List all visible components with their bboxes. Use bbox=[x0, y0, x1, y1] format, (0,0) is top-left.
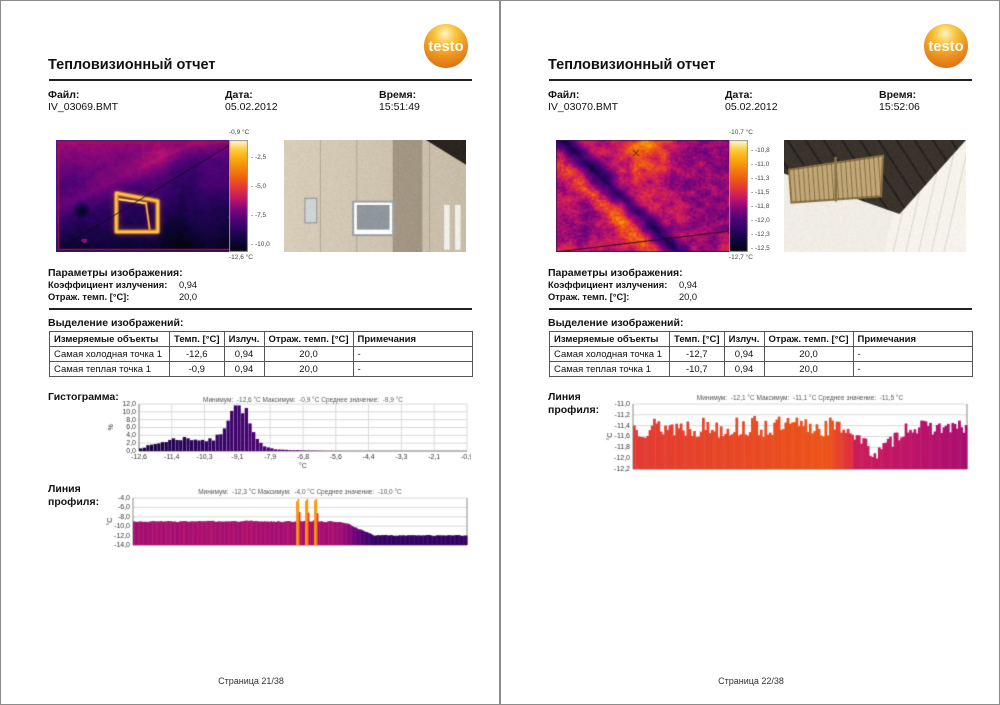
svg-text:testo: testo bbox=[928, 39, 963, 55]
svg-text:testo: testo bbox=[428, 39, 463, 55]
